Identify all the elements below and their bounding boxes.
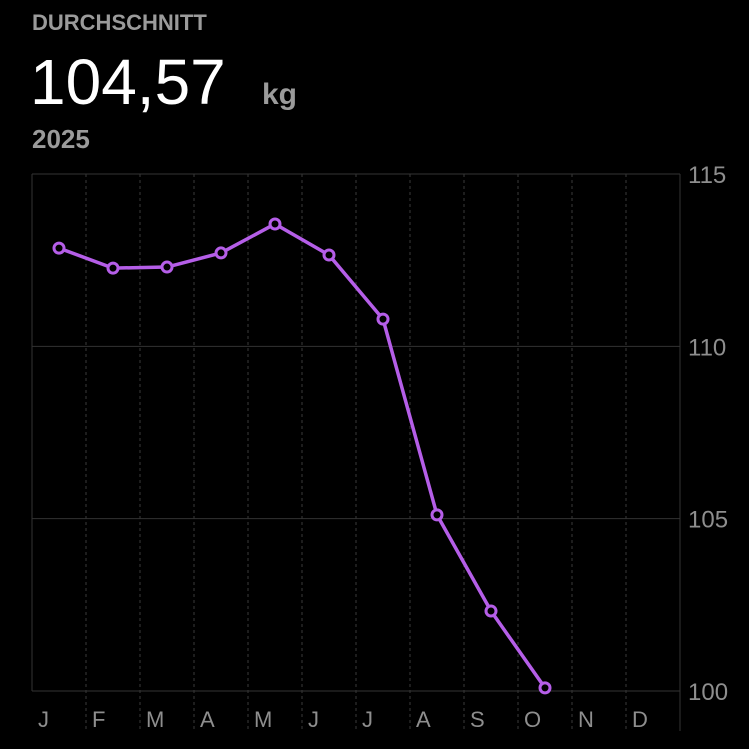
x-tick-label: S	[470, 707, 485, 732]
x-tick-label: A	[200, 707, 215, 732]
x-tick-label: A	[416, 707, 431, 732]
summary-period: 2025	[32, 124, 90, 154]
data-point	[538, 681, 552, 695]
series-line	[58, 222, 547, 689]
x-tick-label: D	[632, 707, 648, 732]
data-point	[52, 241, 66, 255]
data-point	[376, 312, 390, 326]
summary-value: 104,57	[30, 46, 226, 118]
x-tick-label: J	[362, 707, 373, 732]
y-tick-label: 110	[688, 334, 726, 361]
x-tick-label: J	[308, 707, 319, 732]
summary-label: DURCHSCHNITT	[32, 10, 207, 35]
x-tick-label: M	[146, 707, 164, 732]
data-point	[322, 248, 336, 262]
data-point	[484, 604, 498, 618]
x-tick-label: F	[92, 707, 105, 732]
x-tick-label: M	[254, 707, 272, 732]
x-tick-label: J	[38, 707, 49, 732]
data-point	[106, 261, 120, 275]
summary-unit: kg	[262, 78, 297, 111]
data-point	[160, 260, 174, 274]
data-point	[268, 217, 282, 231]
x-tick-label: O	[524, 707, 541, 732]
y-tick-label: 115	[688, 162, 726, 189]
x-tick-label: N	[578, 707, 594, 732]
data-point	[430, 508, 444, 522]
y-tick-label: 105	[688, 507, 728, 534]
data-point	[214, 246, 228, 260]
y-tick-label: 100	[688, 679, 728, 706]
